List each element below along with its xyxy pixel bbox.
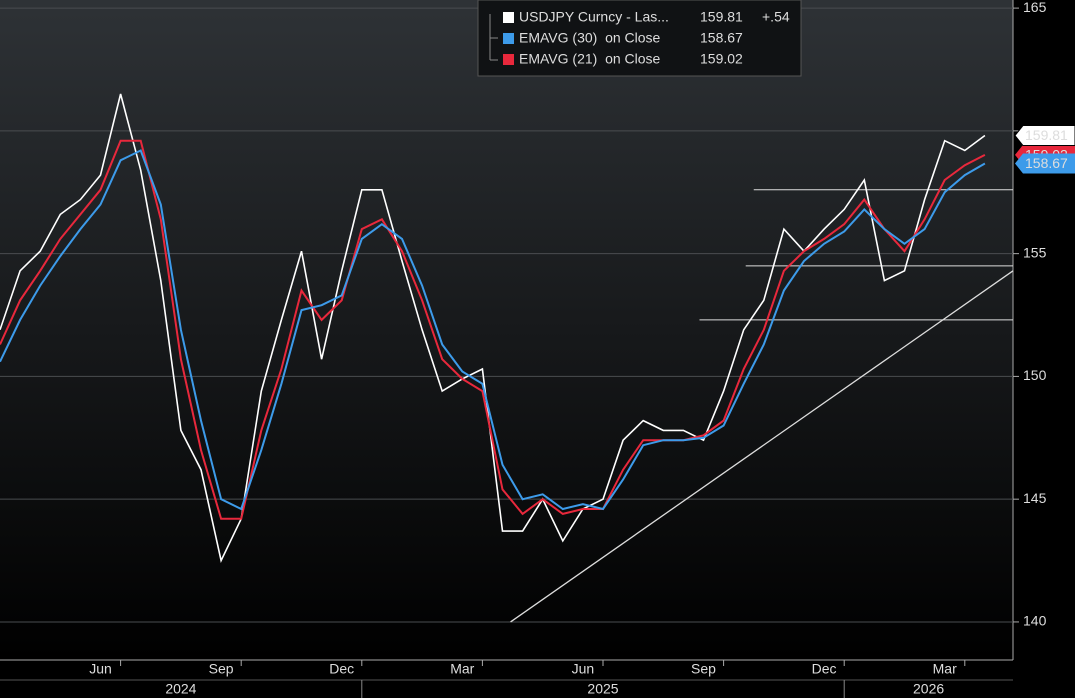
year-label: 2025	[587, 681, 618, 697]
legend-swatch	[503, 33, 514, 44]
y-tick-label: 150	[1023, 367, 1047, 383]
axis-background	[1013, 0, 1075, 698]
x-tick-label: Jun	[572, 661, 595, 677]
x-tick-label: Mar	[933, 661, 957, 677]
legend-tree	[489, 14, 498, 61]
year-label: 2024	[165, 681, 196, 697]
x-tick-label: Dec	[329, 661, 354, 677]
price-line	[0, 93, 986, 564]
legend-label: EMAVG (30) on Close	[519, 30, 661, 46]
legend-box	[477, 0, 802, 77]
x-tick-label: Sep	[691, 661, 716, 677]
legend-value: 159.02	[700, 51, 743, 67]
x-tick-label: Sep	[209, 661, 234, 677]
plot-background	[0, 0, 1013, 660]
x-tick-label: Jun	[89, 661, 112, 677]
legend-swatch	[503, 12, 514, 23]
x-tick-label: Mar	[450, 661, 474, 677]
legend: USDJPY Curncy - Las... 159.81 +.54 EMAVG (3…	[477, 0, 802, 77]
ema-line	[0, 139, 986, 520]
legend-change: +.54	[762, 9, 790, 25]
x-tick-label: Dec	[812, 661, 837, 677]
y-tick-label: 145	[1023, 490, 1047, 506]
ema-line	[0, 149, 986, 511]
legend-value: 159.81	[700, 9, 743, 25]
last-value-tag	[1015, 153, 1075, 174]
legend-label: USDJPY Curncy - Las...	[519, 9, 669, 25]
y-tick-label: 165	[1023, 0, 1047, 15]
trendline	[510, 270, 1014, 623]
last-value-label: 158.67	[1025, 155, 1068, 171]
last-value-tag	[1014, 125, 1075, 147]
legend-value: 158.67	[700, 30, 743, 46]
y-tick-label: 155	[1023, 244, 1047, 260]
legend-swatch	[503, 54, 514, 65]
last-value-label: 159.81	[1025, 127, 1068, 143]
legend-label: EMAVG (21) on Close	[519, 51, 661, 67]
year-label: 2026	[913, 681, 944, 697]
y-tick-label: 140	[1023, 613, 1047, 629]
